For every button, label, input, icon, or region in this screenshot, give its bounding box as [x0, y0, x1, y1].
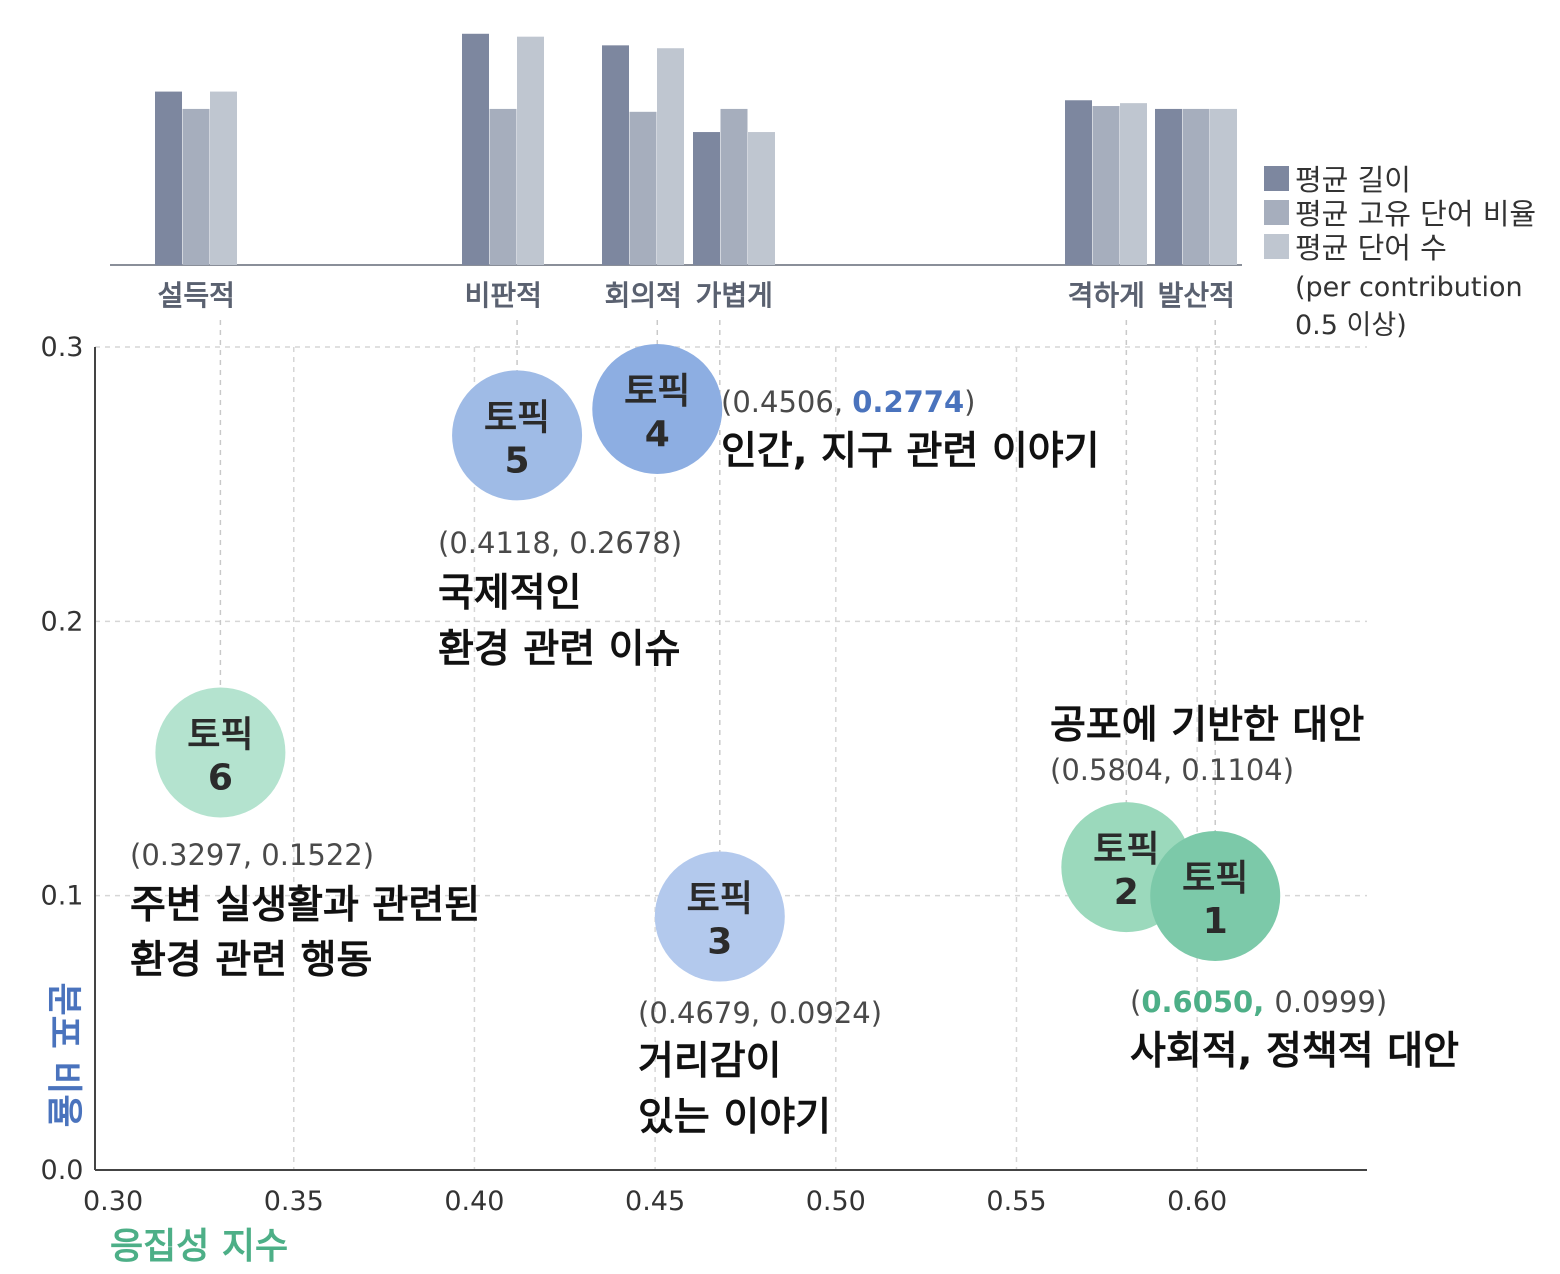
bar-category-label: 발산적 [1158, 279, 1235, 312]
topic-coord: (0.4679, 0.0924) [638, 996, 882, 1030]
bar-category-label: 회의적 [605, 279, 682, 312]
legend-swatch [1264, 234, 1289, 259]
topic-coord: (0.5804, 0.1104) [1050, 753, 1294, 787]
topic-description: 거리감이 [638, 1039, 782, 1084]
topic-number: 6 [208, 757, 233, 798]
topic-number: 5 [505, 440, 530, 481]
topic-bubble-4: 토픽4 [592, 343, 723, 474]
topic-number: 4 [645, 414, 670, 455]
legend-swatch [1264, 200, 1289, 225]
topic-description: 환경 관련 이슈 [438, 627, 680, 672]
y-tick-label: 0.3 [41, 332, 84, 363]
bar-가볍게-3 [748, 132, 775, 265]
topic-coord: (0.6050, 0.0999) [1130, 985, 1387, 1019]
topic-number: 2 [1114, 872, 1139, 913]
x-tick-label: 0.55 [986, 1186, 1046, 1217]
topic-description: 주변 실생활과 관련된 [130, 883, 480, 928]
topic-circle [155, 687, 286, 818]
bar-격하게-3 [1120, 103, 1147, 266]
bar-category-label: 비판적 [465, 279, 542, 312]
legend-label: 평균 고유 단어 비율 [1295, 197, 1536, 231]
topic-coord: (0.3297, 0.1522) [130, 838, 374, 872]
bar-회의적-1 [602, 45, 629, 266]
scatter-axes: 0.30 0.35 0.40 0.45 0.50 0.55 0.600.00.10.20.3… [41, 332, 1367, 1267]
bar-설득적-2 [182, 108, 210, 266]
topic-label: 토픽 [687, 879, 753, 920]
y-tick-label: 0.0 [41, 1155, 84, 1186]
topic-circle [654, 851, 785, 982]
x-tick-label: 0.30 [83, 1186, 143, 1217]
x-tick-label: 0.35 [264, 1186, 324, 1217]
topic-coord: (0.4118, 0.2678) [438, 526, 682, 560]
x-tick-label: 0.40 [444, 1186, 504, 1217]
bar-발산적-3 [1210, 108, 1237, 266]
topic-bubble-6: 토픽6 [155, 687, 286, 818]
topic-label: 토픽 [1093, 829, 1159, 870]
category-guides [219, 320, 1216, 855]
bar-가볍게-1 [693, 132, 720, 265]
bar-설득적-3 [210, 91, 237, 266]
bar-격하게-2 [1092, 106, 1120, 265]
topic-bubble-5: 토픽5 [452, 370, 583, 501]
topic-label: 토픽 [1182, 858, 1248, 899]
y-tick-label: 0.1 [41, 881, 84, 912]
bar-category-label: 가볍게 [696, 279, 773, 312]
topic-description: 있는 이야기 [638, 1095, 831, 1140]
topic-circle [452, 370, 583, 501]
bar-회의적-2 [629, 111, 657, 265]
bar-발산적-1 [1155, 108, 1182, 266]
topic-circle [1150, 830, 1281, 961]
topic-number: 3 [707, 922, 732, 963]
y-tick-label: 0.2 [41, 606, 84, 637]
legend-note: (per contribution [1295, 272, 1523, 303]
topic-bubble-1: 토픽1 [1150, 830, 1281, 961]
topic-description: 공포에 기반한 대안 [1050, 703, 1364, 748]
bar-격하게-1 [1065, 100, 1092, 265]
topic-description: 인간, 지구 관련 이야기 [721, 429, 1099, 474]
topic-description: 국제적인 [438, 571, 582, 616]
bar-회의적-3 [657, 48, 684, 266]
bar-가볍게-2 [720, 108, 748, 266]
bar-category-label: 격하게 [1068, 279, 1145, 312]
topic-label: 토픽 [484, 397, 550, 438]
topic-description: 환경 관련 행동 [130, 938, 372, 983]
bar-발산적-2 [1182, 108, 1210, 266]
bar-비판적-3 [517, 36, 544, 265]
bar-chart: 설득적 비판적 회의적 가볍게 격하게 발산적 [110, 33, 1242, 312]
x-axis-title: 응집성 지수 [110, 1226, 288, 1267]
x-tick-label: 0.45 [625, 1186, 685, 1217]
bar-비판적-2 [489, 108, 517, 266]
topic-number: 1 [1203, 901, 1228, 942]
topic-coord: (0.4506, 0.2774) [721, 385, 976, 419]
x-tick-label: 0.50 [806, 1186, 866, 1217]
legend-swatch [1264, 166, 1289, 191]
x-tick-label: 0.60 [1167, 1186, 1227, 1217]
topic-label: 토픽 [624, 371, 690, 412]
topic-bubble-3: 토픽3 [654, 851, 785, 982]
bar-비판적-1 [462, 33, 489, 265]
topic-circle [592, 343, 723, 474]
topic-description: 사회적, 정책적 대안 [1130, 1029, 1459, 1074]
bar-category-label: 설득적 [158, 279, 235, 312]
bar-설득적-1 [155, 91, 182, 266]
topic-label: 토픽 [187, 714, 253, 755]
y-axis-title: 분포 비율 [43, 982, 84, 1127]
legend-note: 0.5 이상) [1295, 310, 1407, 341]
legend-label: 평균 길이 [1295, 163, 1411, 197]
legend-label: 평균 단어 수 [1295, 231, 1447, 265]
